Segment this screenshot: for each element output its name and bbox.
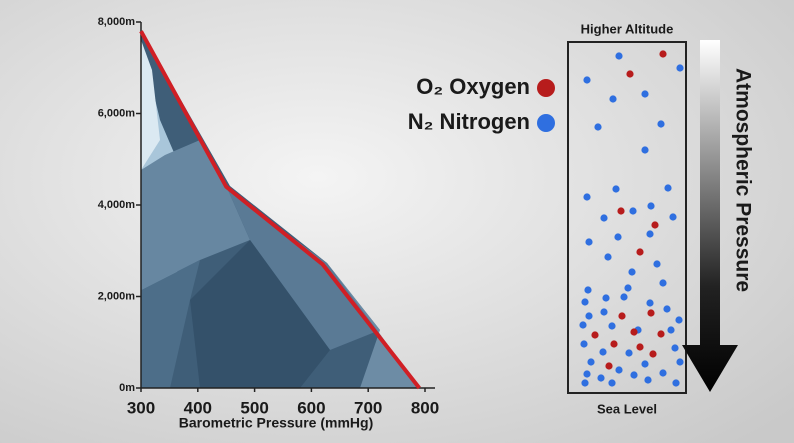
nitrogen-dot — [676, 64, 683, 71]
nitrogen-dot — [581, 379, 588, 386]
nitrogen-dot — [630, 371, 637, 378]
nitrogen-dot — [608, 379, 615, 386]
y-tick-label: 6,000m — [98, 107, 136, 119]
nitrogen-dot — [663, 305, 670, 312]
oxygen-dot — [647, 309, 654, 316]
oxygen-dot — [605, 362, 612, 369]
oxygen-dot — [626, 70, 633, 77]
nitrogen-dot — [597, 374, 604, 381]
nitrogen-dot — [594, 123, 601, 130]
x-tick-label: 600 — [297, 398, 325, 417]
nitrogen-dot — [579, 321, 586, 328]
nitrogen-dot — [581, 298, 588, 305]
nitrogen-dot — [676, 358, 683, 365]
nitrogen-dot — [624, 284, 631, 291]
oxygen-dot — [636, 343, 643, 350]
oxygen-dot — [649, 350, 656, 357]
y-tick-label: 2,000m — [98, 290, 136, 302]
panel-top-label: Higher Altitude — [581, 21, 674, 36]
nitrogen-dot — [585, 238, 592, 245]
nitrogen-dot — [628, 268, 635, 275]
y-tick-label: 8,000m — [98, 16, 136, 28]
nitrogen-dot — [585, 312, 592, 319]
nitrogen-dot — [620, 293, 627, 300]
oxygen-dot — [591, 331, 598, 338]
nitrogen-dot — [583, 76, 590, 83]
y-tick-label: 4,000m — [98, 199, 136, 211]
nitrogen-dot — [671, 344, 678, 351]
oxygen-dot — [636, 248, 643, 255]
nitrogen-dot — [615, 52, 622, 59]
legend-marker — [537, 79, 555, 97]
oxygen-dot — [617, 207, 624, 214]
x-tick-label: 800 — [411, 398, 439, 417]
nitrogen-dot — [600, 214, 607, 221]
nitrogen-dot — [612, 185, 619, 192]
nitrogen-dot — [664, 184, 671, 191]
oxygen-dot — [630, 328, 637, 335]
nitrogen-dot — [600, 308, 607, 315]
x-tick-label: 400 — [184, 398, 212, 417]
y-tick-label: 0m — [119, 382, 135, 394]
nitrogen-dot — [604, 253, 611, 260]
nitrogen-dot — [615, 366, 622, 373]
nitrogen-dot — [641, 146, 648, 153]
oxygen-dot — [610, 340, 617, 347]
oxygen-dot — [657, 330, 664, 337]
nitrogen-dot — [614, 233, 621, 240]
x-tick-label: 700 — [354, 398, 382, 417]
nitrogen-dot — [629, 207, 636, 214]
x-tick-label: 300 — [127, 398, 155, 417]
oxygen-dot — [618, 312, 625, 319]
nitrogen-dot — [667, 326, 674, 333]
arrow-label: Atmospheric Pressure — [731, 68, 754, 292]
legend-label: O₂ Oxygen — [416, 74, 530, 99]
nitrogen-dot — [587, 358, 594, 365]
nitrogen-dot — [647, 202, 654, 209]
oxygen-dot — [659, 50, 666, 57]
nitrogen-dot — [669, 213, 676, 220]
legend-label: N₂ Nitrogen — [408, 109, 530, 134]
nitrogen-dot — [580, 340, 587, 347]
nitrogen-dot — [672, 379, 679, 386]
nitrogen-dot — [641, 360, 648, 367]
nitrogen-dot — [659, 369, 666, 376]
nitrogen-dot — [646, 299, 653, 306]
nitrogen-dot — [644, 376, 651, 383]
nitrogen-dot — [608, 322, 615, 329]
chart: Barometric Pressure (mmHg) Higher Altitu… — [0, 0, 794, 443]
nitrogen-dot — [599, 348, 606, 355]
panel-bottom-label: Sea Level — [597, 401, 657, 416]
nitrogen-dot — [602, 294, 609, 301]
nitrogen-dot — [646, 230, 653, 237]
nitrogen-dot — [584, 286, 591, 293]
nitrogen-dot — [583, 193, 590, 200]
nitrogen-dot — [675, 316, 682, 323]
nitrogen-dot — [659, 279, 666, 286]
nitrogen-dot — [641, 90, 648, 97]
nitrogen-dot — [657, 120, 664, 127]
nitrogen-dot — [583, 370, 590, 377]
nitrogen-dot — [625, 349, 632, 356]
nitrogen-dot — [653, 260, 660, 267]
x-tick-label: 500 — [240, 398, 268, 417]
oxygen-dot — [651, 221, 658, 228]
legend-marker — [537, 114, 555, 132]
nitrogen-dot — [609, 95, 616, 102]
